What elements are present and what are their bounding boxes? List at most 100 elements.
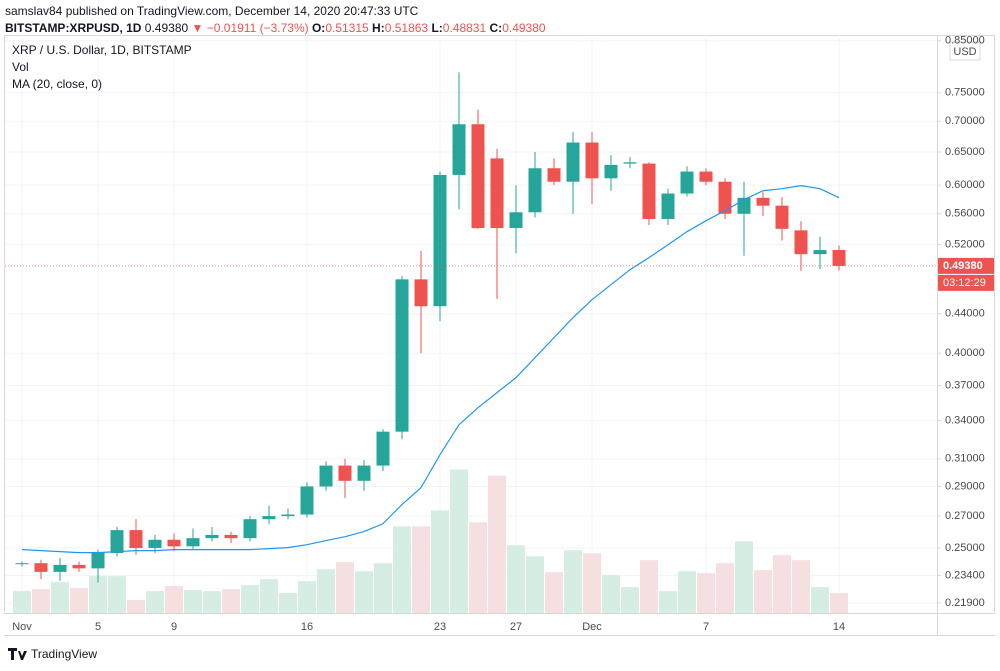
candle-body <box>395 279 409 432</box>
volume-bar <box>735 541 753 613</box>
candle-body <box>129 530 143 548</box>
ohlc-label: C: <box>489 21 503 35</box>
chart-title: XRP / U.S. Dollar, 1D, BITSTAMP <box>12 43 192 57</box>
candle-body <box>490 158 504 229</box>
candle-body <box>509 212 523 229</box>
ohlc-label: O: <box>311 21 326 35</box>
volume-bar <box>469 522 487 613</box>
volume-bar <box>165 586 183 613</box>
volume-bar <box>279 593 297 613</box>
ma-legend: MA (20, close, 0) <box>12 77 102 91</box>
volume-bar <box>640 560 658 613</box>
candle-body <box>433 174 447 307</box>
volume-bar <box>393 526 411 613</box>
y-tick-label: 0.40000 <box>945 347 985 359</box>
volume-bar <box>374 563 392 613</box>
countdown: 03:12:29 <box>943 277 986 289</box>
volume-bar <box>811 587 829 613</box>
ohlc-value: 0.49380 <box>502 21 546 35</box>
candle-body <box>699 171 713 182</box>
candle-body <box>775 205 789 229</box>
volume-bar <box>51 582 69 613</box>
candle-body <box>471 124 485 229</box>
currency-box <box>949 41 981 61</box>
ohlc-value: 0.51315 <box>325 21 369 35</box>
volume-bar <box>564 550 582 613</box>
volume-layer <box>13 469 848 613</box>
header: samslav84 published on TradingView.com, … <box>5 3 546 37</box>
volume-bar <box>127 600 145 613</box>
candle-body <box>15 563 29 565</box>
candle-body <box>756 197 770 206</box>
volume-legend: Vol <box>12 60 29 74</box>
ohlc-value: 0.51863 <box>384 21 429 35</box>
ohlc-value: 0.48831 <box>442 21 487 35</box>
volume-bar <box>602 575 620 613</box>
y-tick-label: 0.23400 <box>945 569 985 581</box>
y-tick-label: 0.29000 <box>945 480 985 492</box>
volume-bar <box>13 591 31 613</box>
volume-bar <box>583 553 601 613</box>
candle-body <box>167 539 181 547</box>
volume-bar <box>412 526 430 613</box>
volume-bar <box>526 556 544 613</box>
volume-bar <box>146 591 164 613</box>
candle-body <box>547 168 561 182</box>
y-tick-label: 0.70000 <box>945 115 985 127</box>
volume-bar <box>830 593 848 613</box>
candle-body <box>566 142 580 182</box>
candle-layer <box>15 72 846 583</box>
brand-logo <box>8 648 27 660</box>
x-tick-label: 27 <box>510 621 522 633</box>
volume-bar <box>754 570 772 613</box>
brand[interactable]: TradingView <box>31 647 97 661</box>
candle-body <box>262 516 276 520</box>
volume-bar <box>659 591 677 613</box>
volume-bar <box>32 589 50 613</box>
volume-bar <box>260 579 278 613</box>
x-tick-label: 23 <box>434 621 446 633</box>
volume-bar <box>298 581 316 613</box>
volume-bar <box>431 510 449 613</box>
candle-body <box>91 552 105 569</box>
countdown-box <box>938 274 994 291</box>
candle-body <box>376 431 390 466</box>
candle-body <box>528 168 542 213</box>
y-tick-label: 0.44000 <box>945 308 985 320</box>
candle-body <box>585 142 599 179</box>
candle-body <box>110 530 124 553</box>
y-tick-label: 0.34000 <box>945 414 985 426</box>
x-tick-label: Nov <box>12 621 32 633</box>
candle-body <box>813 250 827 255</box>
change: −0.01911 (−3.73%) <box>206 21 309 35</box>
candle-body <box>661 193 675 219</box>
ohlc-label: L: <box>431 21 443 35</box>
volume-bar <box>317 569 335 613</box>
y-tick-label: 0.21900 <box>945 597 985 609</box>
candle-body <box>718 181 732 214</box>
y-tick-label: 0.37000 <box>945 379 985 391</box>
volume-bar <box>621 587 639 613</box>
volume-bar <box>241 585 259 613</box>
volume-bar <box>355 571 373 613</box>
candle-body <box>186 538 200 547</box>
candle-body <box>281 514 295 517</box>
y-tick-label: 0.60000 <box>945 179 985 191</box>
volume-bar <box>203 591 221 613</box>
volume-bar <box>507 545 525 613</box>
candle-body <box>205 534 219 539</box>
y-tick-label: 0.31000 <box>945 453 985 465</box>
arrow: ▼ <box>191 21 204 35</box>
candle-body <box>680 171 694 194</box>
x-tick-label: 9 <box>171 621 177 633</box>
ma-line <box>21 185 840 554</box>
y-tick-label: 0.52000 <box>945 238 985 250</box>
candle-body <box>243 519 257 539</box>
volume-bar <box>792 560 810 613</box>
candle-body <box>300 486 314 515</box>
candle-body <box>148 539 162 548</box>
author-line: samslav84 published on TradingView.com, … <box>5 4 419 18</box>
candle-body <box>53 564 67 572</box>
